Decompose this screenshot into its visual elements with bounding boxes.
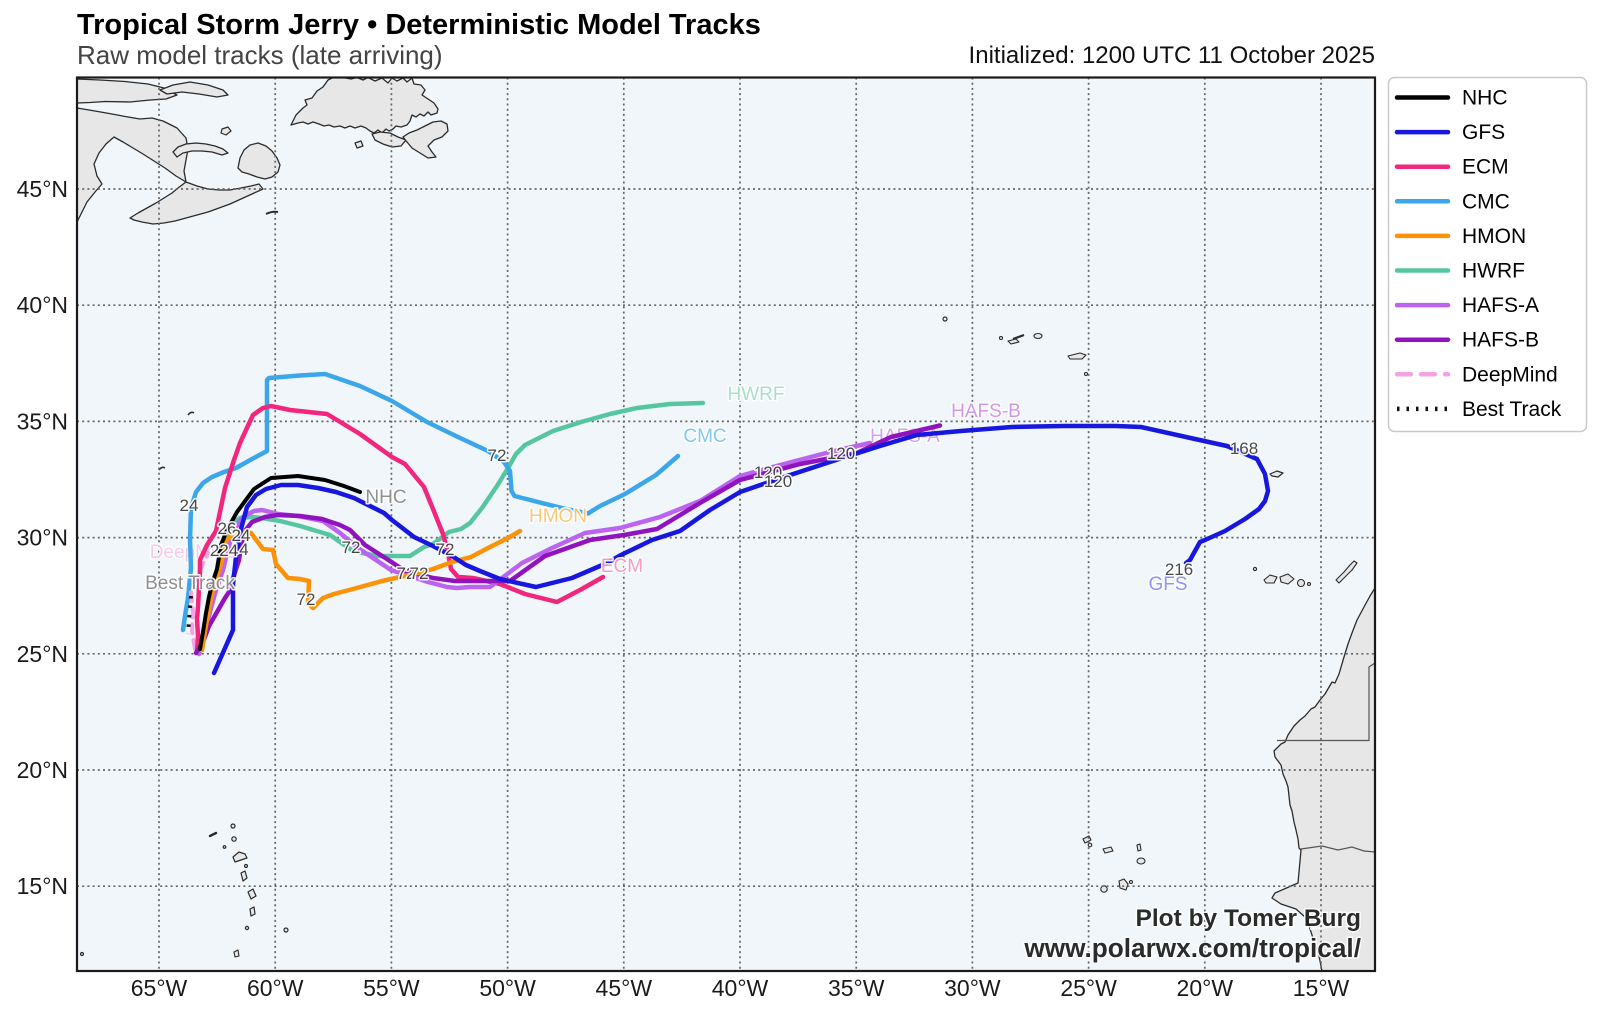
svg-text:Plot by Tomer Burg: Plot by Tomer Burg	[1135, 905, 1361, 932]
svg-text:HAFS-B: HAFS-B	[951, 401, 1021, 422]
svg-text:168: 168	[1230, 439, 1258, 458]
svg-text:GFS: GFS	[1148, 574, 1187, 595]
svg-text:Raw model tracks (late arrivin: Raw model tracks (late arriving)	[77, 40, 443, 70]
svg-text:50°W: 50°W	[479, 975, 536, 1001]
svg-text:40°N: 40°N	[17, 292, 68, 318]
svg-text:224: 224	[210, 541, 238, 560]
svg-text:HAFS-B: HAFS-B	[1462, 329, 1539, 352]
svg-text:72: 72	[297, 590, 316, 609]
svg-text:HMON: HMON	[529, 506, 587, 527]
svg-text:15°W: 15°W	[1293, 975, 1350, 1001]
svg-text:CMC: CMC	[683, 426, 726, 447]
svg-text:30°N: 30°N	[17, 525, 68, 551]
svg-text:25°N: 25°N	[17, 641, 68, 667]
svg-text:60°W: 60°W	[247, 975, 304, 1001]
svg-text:55°W: 55°W	[363, 975, 420, 1001]
svg-text:216: 216	[1165, 560, 1193, 579]
svg-text:45°W: 45°W	[596, 975, 653, 1001]
svg-text:Best Track: Best Track	[1462, 398, 1562, 421]
svg-text:26: 26	[218, 519, 237, 538]
svg-text:120: 120	[764, 472, 792, 491]
svg-text:72: 72	[488, 446, 507, 465]
svg-text:HWRF: HWRF	[1462, 260, 1525, 283]
svg-text:30°W: 30°W	[944, 975, 1001, 1001]
svg-text:120: 120	[754, 463, 782, 482]
svg-text:72: 72	[397, 564, 416, 583]
svg-text:15°N: 15°N	[17, 873, 68, 899]
svg-text:25°W: 25°W	[1060, 975, 1117, 1001]
svg-text:35°W: 35°W	[828, 975, 885, 1001]
svg-text:24: 24	[232, 526, 251, 545]
svg-text:www.polarwx.com/tropical/: www.polarwx.com/tropical/	[1023, 933, 1361, 963]
svg-text:NHC: NHC	[365, 487, 406, 508]
svg-text:ECM: ECM	[601, 556, 643, 577]
svg-text:CMC: CMC	[1462, 190, 1510, 213]
svg-text:HMON: HMON	[1462, 225, 1526, 248]
svg-text:HAFS-A: HAFS-A	[1462, 294, 1539, 317]
svg-text:GFS: GFS	[1462, 121, 1505, 144]
svg-text:65°W: 65°W	[131, 975, 188, 1001]
svg-text:72: 72	[410, 564, 429, 583]
svg-text:35°N: 35°N	[17, 408, 68, 434]
svg-text:HWRF: HWRF	[728, 384, 785, 405]
svg-text:72: 72	[342, 538, 361, 557]
svg-text:120: 120	[827, 444, 855, 463]
svg-text:DeepMind: DeepMind	[1462, 363, 1558, 386]
svg-text:72: 72	[436, 540, 455, 559]
svg-text:Best Track: Best Track	[145, 573, 235, 594]
svg-text:45°N: 45°N	[17, 176, 68, 202]
svg-text:40°W: 40°W	[712, 975, 769, 1001]
svg-text:ECM: ECM	[1462, 156, 1509, 179]
svg-text:20°N: 20°N	[17, 757, 68, 783]
svg-text:24: 24	[180, 496, 199, 515]
svg-text:4: 4	[239, 540, 248, 559]
svg-text:20°W: 20°W	[1177, 975, 1234, 1001]
svg-text:Initialized: 1200 UTC 11 Octob: Initialized: 1200 UTC 11 October 2025	[969, 42, 1375, 69]
svg-text:Tropical Storm Jerry • Determi: Tropical Storm Jerry • Deterministic Mod…	[77, 9, 761, 41]
svg-text:NHC: NHC	[1462, 87, 1508, 110]
